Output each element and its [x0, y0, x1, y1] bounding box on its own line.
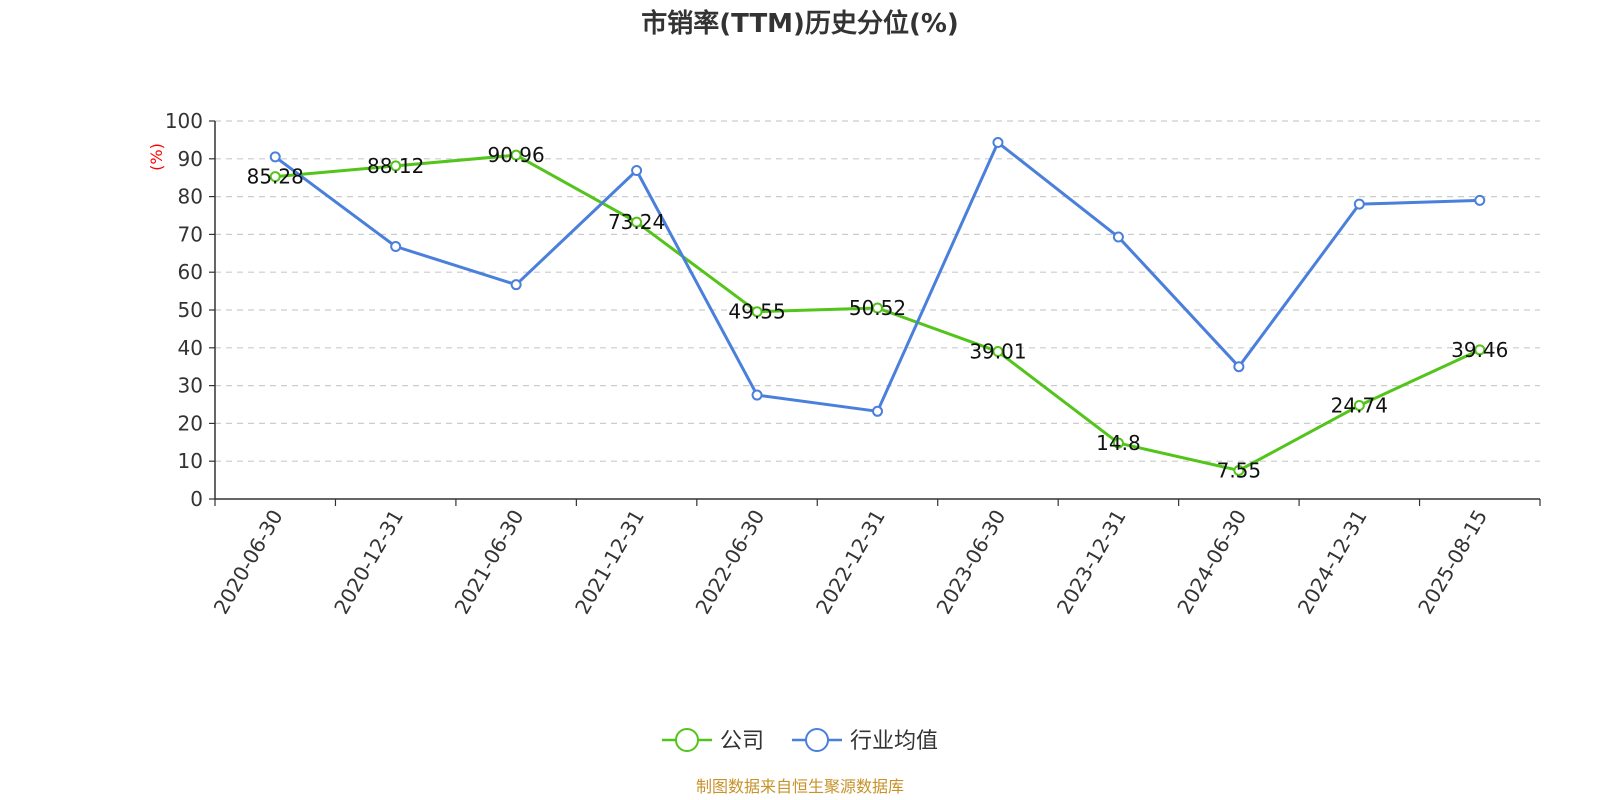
series-point[interactable] — [1233, 464, 1245, 476]
series-point[interactable] — [751, 306, 763, 318]
legend-item-0[interactable]: 公司 — [662, 728, 764, 754]
axes — [209, 120, 1541, 506]
y-tick-label: 80 — [178, 185, 203, 209]
data-label: 24.74 — [1331, 393, 1388, 417]
legend-label: 行业均值 — [850, 729, 938, 754]
data-label: 39.46 — [1451, 338, 1508, 362]
series-point[interactable] — [390, 240, 402, 252]
series-point[interactable] — [510, 149, 522, 161]
y-tick-label: 40 — [178, 336, 203, 360]
x-tick-label: 2022-12-31 — [811, 506, 890, 619]
x-tick-label: 2020-12-31 — [329, 506, 408, 619]
series-point[interactable] — [510, 279, 522, 291]
y-tick-label: 60 — [178, 260, 203, 284]
series-point[interactable] — [1112, 231, 1124, 243]
data-label: 73.24 — [608, 210, 665, 234]
series-line-1 — [274, 141, 1480, 413]
data-label: 39.01 — [969, 340, 1026, 364]
series-point[interactable] — [751, 389, 763, 401]
legend-label: 公司 — [720, 729, 764, 754]
y-tick-label: 100 — [165, 109, 203, 133]
legend-marker-icon — [675, 728, 699, 752]
data-label: 49.55 — [728, 300, 785, 324]
series-point[interactable] — [1353, 198, 1365, 210]
data-labels: 85.28 88.12 90.96 73.24 49.55 50.52 39.01 14.8 7… — [247, 143, 1509, 482]
data-label: 85.28 — [247, 165, 304, 189]
y-axis-label: (%) — [147, 143, 166, 171]
data-label: 14.8 — [1096, 431, 1141, 455]
series-point[interactable] — [992, 346, 1004, 358]
x-tick-label: 2025-08-15 — [1413, 506, 1492, 619]
x-tick-label: 2024-06-30 — [1172, 506, 1251, 619]
x-tick-label: 2022-06-30 — [690, 506, 769, 619]
series-group — [269, 137, 1486, 476]
data-label: 50.52 — [849, 296, 906, 320]
x-tick-label: 2024-12-31 — [1293, 506, 1372, 619]
legend-item-1[interactable]: 行业均值 — [792, 728, 938, 754]
y-tick-label: 10 — [178, 449, 203, 473]
tick-labels: 0 10 20 30 40 50 60 70 80 90 100 2020-06-30 2020-12-… — [165, 109, 1492, 618]
data-label: 90.96 — [488, 143, 545, 167]
legend-marker-icon — [805, 728, 829, 752]
series-point[interactable] — [992, 137, 1004, 149]
series-point[interactable] — [1353, 399, 1365, 411]
data-label: 7.55 — [1217, 458, 1262, 482]
y-tick-label: 20 — [178, 411, 203, 435]
series-point[interactable] — [1233, 361, 1245, 373]
x-tick-label: 2023-12-31 — [1052, 506, 1131, 619]
series-point[interactable] — [631, 216, 643, 228]
series-point[interactable] — [631, 165, 643, 177]
series-point[interactable] — [1112, 437, 1124, 449]
data-label: 88.12 — [367, 154, 424, 178]
y-tick-label: 70 — [178, 222, 203, 246]
series-point[interactable] — [872, 405, 883, 417]
series-point[interactable] — [269, 151, 281, 163]
source-note: 制图数据来自恒生聚源数据库 — [696, 777, 904, 796]
series-point[interactable] — [390, 160, 402, 172]
y-tick-label: 90 — [178, 147, 203, 171]
series-point[interactable] — [1474, 194, 1486, 206]
x-tick-label: 2023-06-30 — [931, 506, 1010, 619]
legend[interactable]: 公司 行业均值 — [662, 728, 938, 754]
y-tick-label: 50 — [178, 298, 203, 322]
series-point[interactable] — [872, 302, 883, 314]
series-point[interactable] — [269, 171, 281, 183]
series-point[interactable] — [1474, 344, 1486, 356]
y-tick-label: 0 — [190, 487, 203, 511]
x-tick-label: 2021-12-31 — [570, 506, 649, 619]
y-tick-label: 30 — [178, 374, 203, 398]
chart-title: 市销率(TTM)历史分位(%) — [641, 8, 959, 39]
x-tick-label: 2020-06-30 — [209, 506, 288, 619]
x-tick-label: 2021-06-30 — [450, 506, 529, 619]
